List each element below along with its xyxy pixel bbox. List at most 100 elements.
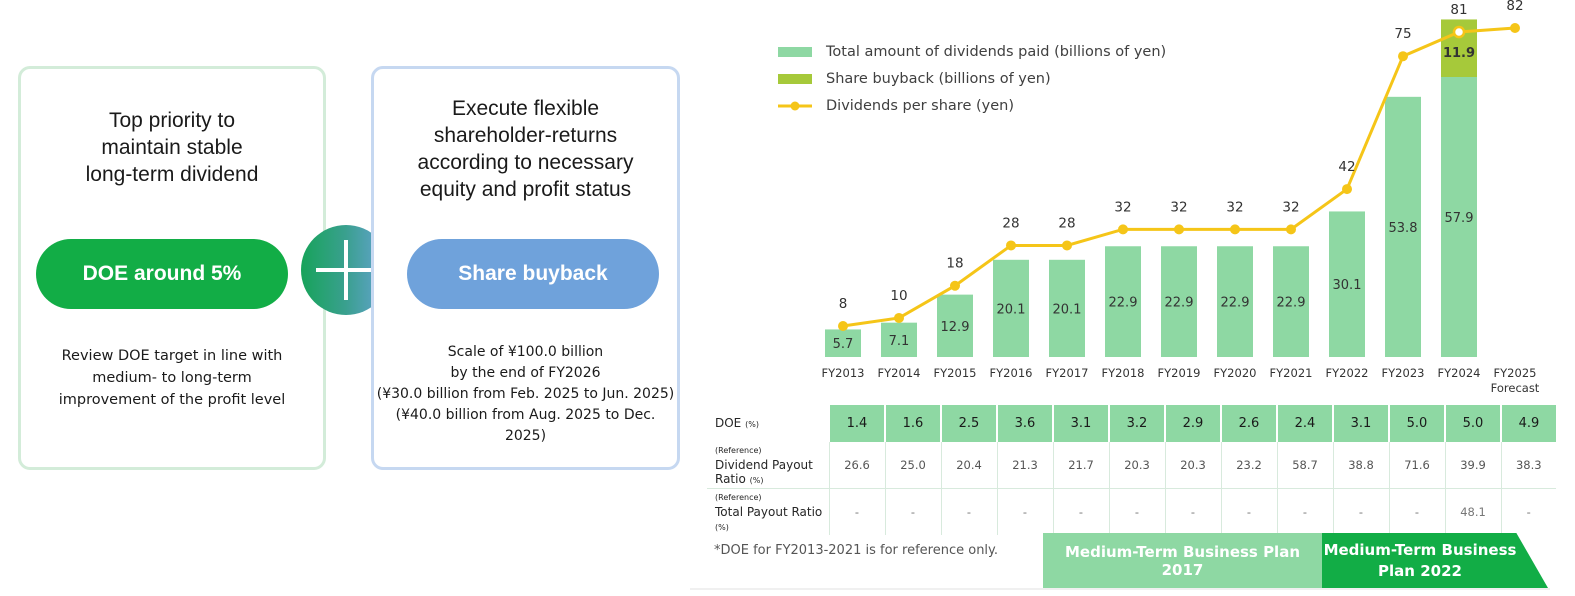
- dividend-bar: [825, 329, 861, 357]
- note-line: Scale of ¥100.0 billion: [447, 344, 604, 360]
- dps-value-label: 10: [890, 288, 907, 304]
- plan-2022-band: Medium-Term Business Plan 2022: [1322, 533, 1548, 588]
- dps-value-label: 42: [1338, 159, 1355, 175]
- dividend-bar: [1105, 246, 1141, 357]
- legend-swatch-dividends: [778, 47, 812, 57]
- stable-dividend-card: Top priority to maintain stable long-ter…: [18, 66, 326, 470]
- plan-2017-band: Medium-Term Business Plan 2017: [1043, 533, 1322, 588]
- dividend-bar: [1385, 96, 1421, 358]
- bar-value-label: 30.1: [1333, 278, 1362, 293]
- year-label: FY2022: [1326, 366, 1369, 380]
- year-label: FY2020: [1214, 366, 1257, 380]
- dividend-bar: [937, 294, 973, 357]
- metrics-table: DOE (%) 1.4 1.6 2.5 3.6 3.1 3.2 2.9 2.6 2.4 3.1 5.…: [707, 405, 1556, 535]
- payout-cell: 20.4: [940, 442, 997, 489]
- dps-value-label: 81: [1450, 2, 1467, 18]
- total-payout-cell: -: [1108, 488, 1165, 535]
- dps-point: [1062, 240, 1072, 251]
- payout-row: (Reference) Dividend Payout Ratio (%) 26.…: [707, 442, 1556, 489]
- total-payout-cell: -: [1052, 488, 1109, 535]
- bar-value-label: 12.9: [941, 320, 970, 335]
- dps-point: [838, 321, 848, 331]
- payout-cell: 39.9: [1444, 442, 1501, 489]
- dps-value-label: 28: [1002, 215, 1019, 231]
- payout-cell: 58.7: [1276, 442, 1333, 489]
- note-line: by the end of FY2026: [450, 365, 601, 381]
- payout-cell: 25.0: [884, 442, 941, 489]
- doe-cell: 3.1: [1052, 405, 1109, 442]
- payout-cell: 38.8: [1332, 442, 1389, 489]
- dividend-bar: [1049, 259, 1085, 357]
- payout-cell: 20.3: [1164, 442, 1221, 489]
- year-label: FY2023: [1382, 366, 1425, 380]
- bar-value-label: 22.9: [1165, 296, 1194, 311]
- bottom-rule: [690, 588, 1550, 590]
- total-payout-cell: -: [1276, 488, 1333, 535]
- total-payout-cell: -: [996, 488, 1053, 535]
- year-label: FY2024: [1438, 366, 1481, 380]
- year-label: FY2015: [934, 366, 977, 380]
- year-label: FY2025: [1494, 366, 1537, 380]
- payout-cell: 23.2: [1220, 442, 1277, 489]
- note-line: (¥30.0 billion from Feb. 2025 to Jun. 20…: [376, 386, 675, 402]
- doe-cell: 4.9: [1500, 405, 1556, 442]
- stable-dividend-title: Top priority to maintain stable long-ter…: [85, 109, 259, 186]
- dps-point: [1118, 224, 1128, 235]
- dps-value-label: 8: [839, 296, 848, 312]
- legend-swatch-buyback: [778, 74, 812, 84]
- year-label: FY2013: [822, 366, 865, 380]
- dividend-bar: [993, 259, 1029, 357]
- payout-cell: 26.6: [828, 442, 885, 489]
- dps-point: [1398, 51, 1408, 62]
- share-buyback-pill: Share buyback: [407, 239, 659, 309]
- dps-point: [1510, 23, 1520, 33]
- note-line: (¥40.0 billion from Aug. 2025 to Dec. 20…: [395, 407, 656, 444]
- total-payout-row-label: (Reference) Total Payout Ratio (%): [715, 493, 823, 532]
- doe-cell: 1.6: [884, 405, 941, 442]
- dividend-chart: 5.7 FY2013 7.1 FY2014 12.9 FY2015 20.1 FY2016 20…: [822, 0, 1540, 395]
- legend-dps: Dividends per share (yen): [778, 98, 1014, 114]
- dps-value-label: 18: [946, 256, 963, 272]
- legend-swatch-dps: [778, 101, 812, 111]
- bar-value-label: 57.9: [1445, 211, 1474, 226]
- bar-value-label: 20.1: [1053, 302, 1082, 317]
- dps-point: [1174, 224, 1184, 235]
- year-sublabel: Forecast: [1491, 381, 1540, 395]
- bar-value-label: 22.9: [1109, 296, 1138, 311]
- year-label: FY2017: [1046, 366, 1089, 380]
- total-payout-cell: -: [1332, 488, 1389, 535]
- doe-cell: 2.4: [1276, 405, 1333, 442]
- doe-cell: 3.6: [996, 405, 1053, 442]
- total-payout-cell: -: [828, 488, 885, 535]
- total-payout-cell: -: [1164, 488, 1221, 535]
- year-label: FY2021: [1270, 366, 1313, 380]
- bar-value-label: 5.7: [833, 337, 854, 352]
- dps-point: [1286, 224, 1296, 235]
- share-buyback-card: Execute flexible shareholder-returns acc…: [371, 66, 680, 470]
- doe-cell: 2.9: [1164, 405, 1221, 442]
- dps-value-label: 32: [1114, 199, 1131, 215]
- dps-point: [950, 280, 960, 291]
- doe-pill: DOE around 5%: [36, 239, 288, 309]
- dps-value-label: 75: [1394, 26, 1411, 42]
- year-label: FY2019: [1158, 366, 1201, 380]
- legend-buyback: Share buyback (billions of yen): [778, 71, 1051, 87]
- bar-value-label: 7.1: [889, 334, 910, 349]
- dividend-bar: [1273, 246, 1309, 357]
- dps-point: [1006, 240, 1016, 251]
- legend-dividends: Total amount of dividends paid (billions…: [778, 44, 1166, 60]
- payout-cell: 38.3: [1500, 442, 1556, 489]
- total-payout-cell: -: [1220, 488, 1277, 535]
- doe-cell: 5.0: [1388, 405, 1445, 442]
- bar-value-label: 22.9: [1277, 296, 1306, 311]
- dps-value-label: 32: [1282, 199, 1299, 215]
- share-buyback-note: Scale of ¥100.0 billion by the end of FY…: [374, 342, 677, 447]
- bar-value-label: 22.9: [1221, 296, 1250, 311]
- bar-value-label: 53.8: [1389, 221, 1418, 236]
- dps-value-label: 82: [1506, 0, 1523, 14]
- doe-footnote: *DOE for FY2013-2021 is for reference on…: [714, 543, 999, 558]
- payout-cell: 21.7: [1052, 442, 1109, 489]
- total-payout-cell: -: [1500, 488, 1556, 535]
- payout-cell: 71.6: [1388, 442, 1445, 489]
- doe-note: Review DOE target in line with medium- t…: [58, 348, 286, 408]
